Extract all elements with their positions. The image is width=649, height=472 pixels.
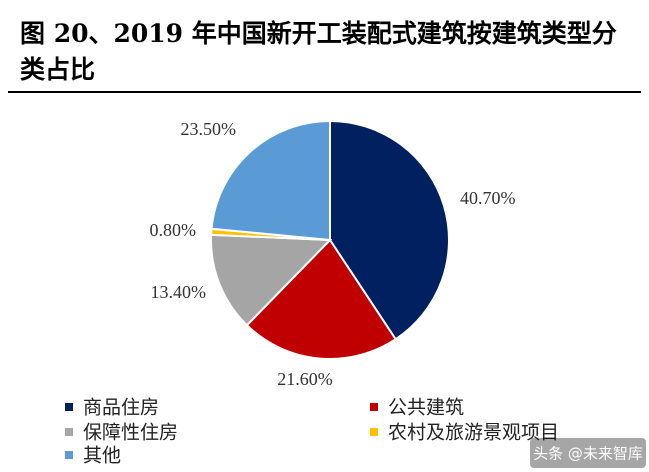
legend-marker — [65, 428, 73, 436]
legend-marker — [65, 403, 73, 411]
data-label: 21.60% — [277, 369, 333, 389]
legend-label: 公共建筑 — [388, 397, 464, 419]
legend-marker — [370, 428, 378, 436]
data-label: 0.80% — [150, 220, 197, 240]
legend-label: 保障性住房 — [83, 422, 178, 444]
legend-marker — [65, 451, 73, 459]
chart-title: 图 20、2019 年中国新开工装配式建筑按建筑类型分类占比 — [20, 19, 617, 84]
data-label: 40.70% — [460, 188, 516, 208]
watermark: 头条 @未来智库 — [533, 445, 643, 463]
legend-label: 其他 — [83, 445, 121, 467]
data-label: 13.40% — [151, 282, 207, 302]
pie-slice — [210, 119, 331, 242]
legend-label: 商品住房 — [83, 397, 159, 419]
watermark-bg — [530, 438, 646, 468]
pie-slice — [245, 238, 398, 360]
legend-marker — [370, 403, 378, 411]
legend-label: 农村及旅游景观项目 — [388, 422, 559, 444]
data-label: 23.50% — [181, 119, 237, 139]
pie-slice — [210, 233, 333, 327]
